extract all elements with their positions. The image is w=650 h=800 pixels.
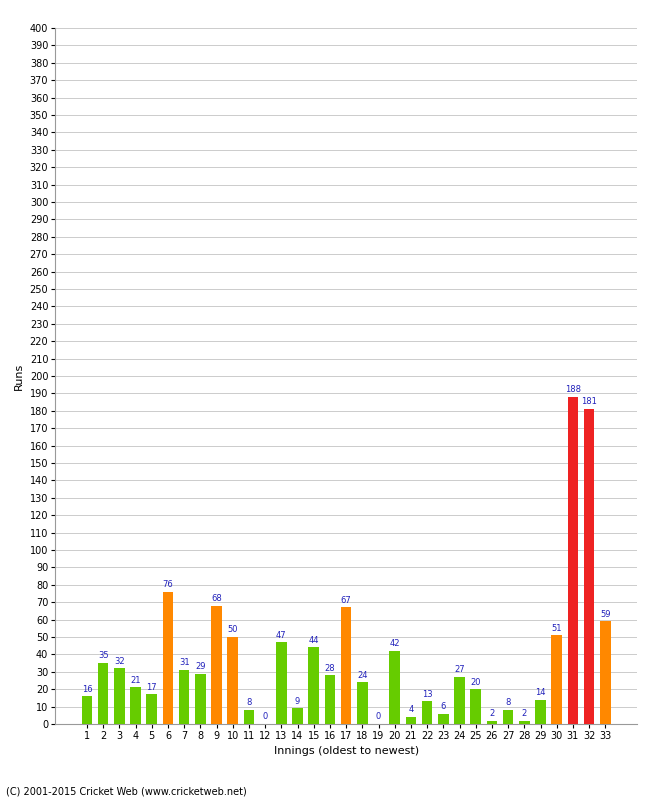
Text: 17: 17 [146,683,157,692]
Text: 16: 16 [82,685,92,694]
Text: 32: 32 [114,657,125,666]
Text: 2: 2 [489,709,495,718]
Text: 2: 2 [522,709,527,718]
Bar [454,677,465,724]
Bar [324,675,335,724]
Text: 47: 47 [276,630,287,640]
Text: 67: 67 [341,596,352,605]
Text: 27: 27 [454,666,465,674]
Text: 188: 188 [565,386,581,394]
Bar [82,696,92,724]
Text: 13: 13 [422,690,432,698]
Text: 59: 59 [600,610,610,618]
Text: 50: 50 [227,626,238,634]
Bar [146,694,157,724]
Bar [227,637,238,724]
Bar [162,592,173,724]
Text: 51: 51 [551,624,562,633]
Text: 31: 31 [179,658,189,667]
Bar [98,663,109,724]
Bar [211,606,222,724]
Bar [195,674,205,724]
Bar [422,702,432,724]
Text: 8: 8 [506,698,511,707]
Text: 68: 68 [211,594,222,603]
Text: 20: 20 [471,678,481,686]
Bar [130,687,141,724]
Bar [584,409,594,724]
Text: 42: 42 [389,639,400,648]
Bar [567,397,578,724]
Bar [438,714,448,724]
Bar [503,710,514,724]
Bar [292,708,303,724]
Text: 6: 6 [441,702,446,711]
Text: 44: 44 [309,636,319,645]
Bar [114,668,125,724]
Text: 35: 35 [98,651,109,661]
Y-axis label: Runs: Runs [14,362,24,390]
Text: 28: 28 [324,664,335,673]
Bar [389,651,400,724]
Text: 9: 9 [295,697,300,706]
Bar [535,700,546,724]
Text: 0: 0 [376,712,381,722]
Bar [244,710,254,724]
Bar [357,682,368,724]
Text: 0: 0 [263,712,268,722]
Text: 8: 8 [246,698,252,707]
Bar [341,607,352,724]
Text: 21: 21 [130,676,141,685]
Text: 76: 76 [162,580,174,589]
Text: 29: 29 [195,662,205,671]
Text: (C) 2001-2015 Cricket Web (www.cricketweb.net): (C) 2001-2015 Cricket Web (www.cricketwe… [6,786,247,796]
Text: 24: 24 [357,670,367,680]
Bar [600,622,610,724]
Bar [179,670,189,724]
Text: 14: 14 [535,688,546,697]
Bar [276,642,287,724]
Bar [471,689,481,724]
Text: 181: 181 [581,398,597,406]
Text: 4: 4 [408,706,413,714]
Bar [519,721,530,724]
Bar [406,717,416,724]
Bar [551,635,562,724]
Bar [487,721,497,724]
Bar [309,647,319,724]
X-axis label: Innings (oldest to newest): Innings (oldest to newest) [274,746,419,757]
